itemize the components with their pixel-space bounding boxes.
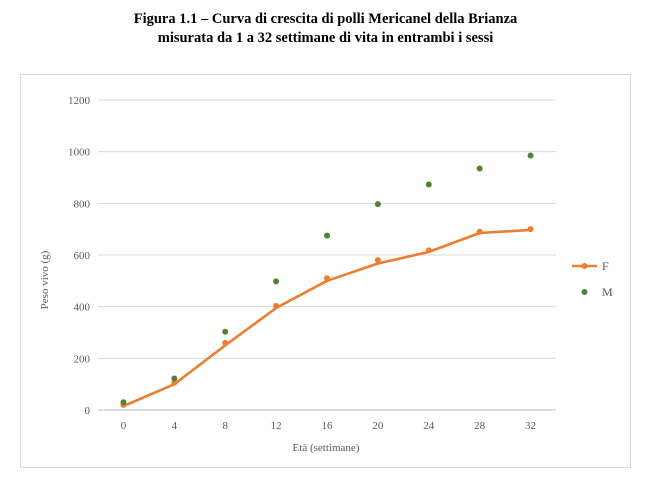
- series-f-point-4: [171, 379, 178, 386]
- series-m-point-24: [425, 181, 432, 188]
- x-tick-labels: 0 4 8 12 16 20 24 28 32: [121, 420, 536, 432]
- x-tick-label-12: 12: [271, 420, 282, 432]
- series-m-point-4: [171, 375, 178, 382]
- y-tick-label-1200: 1200: [68, 95, 91, 107]
- y-tick-label-0: 0: [85, 405, 91, 417]
- x-tick-label-8: 8: [222, 420, 228, 432]
- series-layer: [120, 152, 534, 408]
- x-tick-label-4: 4: [172, 420, 178, 432]
- series-f-point-20: [374, 257, 381, 264]
- legend-f-marker-swatch: [581, 263, 588, 269]
- figure-title-line-1: Figura 1.1 – Curva di crescita di polli …: [133, 11, 518, 27]
- y-axis-title: Peso vivo (g): [39, 250, 51, 309]
- legend-f-label: F: [602, 259, 609, 273]
- x-tick-label-28: 28: [474, 420, 486, 432]
- series-f-point-16: [324, 275, 330, 282]
- series-m-point-8: [222, 328, 229, 335]
- series-f-point-32: [527, 226, 534, 233]
- y-tick-labels: 0 200 400 600 800 1000 1200: [68, 95, 91, 417]
- series-m-point-32: [527, 152, 534, 159]
- series-f-point-12: [273, 302, 280, 309]
- y-tick-label-600: 600: [74, 250, 91, 262]
- series-f-point-28: [476, 228, 483, 235]
- series-f-line: [122, 228, 532, 408]
- legend: FM: [572, 259, 613, 299]
- x-tick-label-20: 20: [372, 420, 384, 432]
- legend-m-label: M: [602, 285, 613, 299]
- figure-title: Figura 1.1 – Curva di crescita di polli …: [0, 10, 651, 48]
- series-m-point-20: [374, 201, 381, 208]
- series-m-point-16: [324, 232, 330, 239]
- series-m-point-0: [120, 399, 127, 406]
- x-tick-label-0: 0: [121, 420, 127, 432]
- growth-chart: 0 200 400 600 800 1000 1200 0 4 8 12 16 20 24 28 32 Pe…: [39, 95, 613, 454]
- y-tick-label-800: 800: [74, 198, 91, 210]
- y-tick-label-200: 200: [74, 353, 91, 365]
- series-f-point-24: [425, 247, 432, 254]
- y-tick-label-400: 400: [74, 302, 91, 314]
- figure-title-line-2: misurata da 1 a 32 settimane di vita in …: [157, 30, 494, 46]
- x-tick-label-32: 32: [525, 420, 536, 432]
- series-f-point-8: [222, 339, 229, 346]
- series-m-point-12: [273, 278, 280, 285]
- y-tick-label-1000: 1000: [68, 147, 91, 159]
- x-tick-label-24: 24: [423, 420, 435, 432]
- chart-frame: 0 200 400 600 800 1000 1200 0 4 8 12 16 20 24 28 32 Pe…: [20, 74, 631, 468]
- grid-layer: [98, 99, 556, 411]
- x-tick-label-16: 16: [322, 420, 334, 432]
- legend-m-marker-swatch: [581, 289, 588, 295]
- x-axis-title: Età (settimane): [293, 442, 360, 454]
- series-m-point-28: [476, 165, 483, 172]
